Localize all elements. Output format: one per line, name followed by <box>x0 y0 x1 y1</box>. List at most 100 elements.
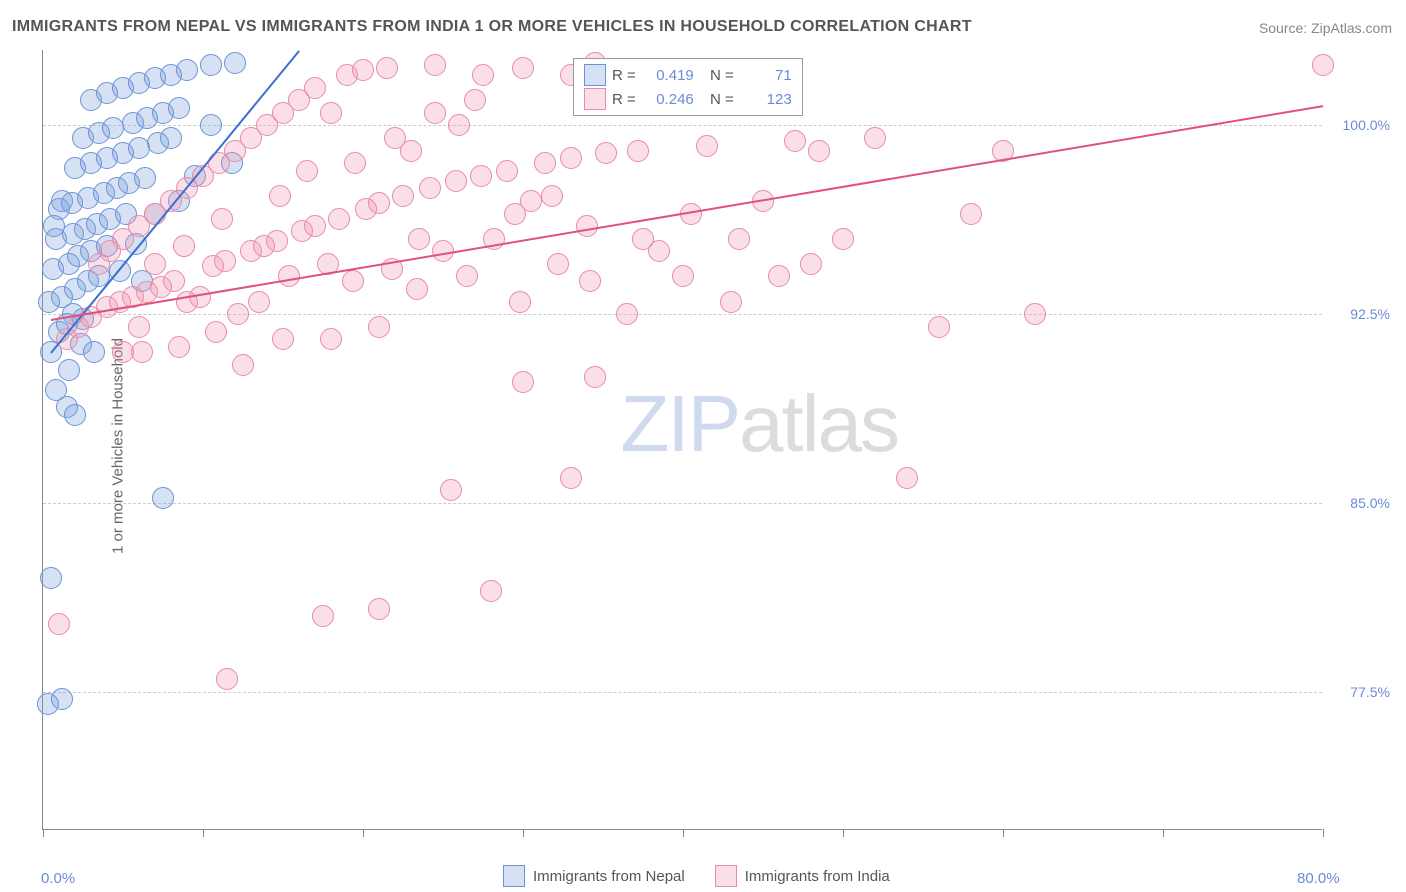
data-point <box>232 354 254 376</box>
data-point <box>440 479 462 501</box>
data-point <box>83 341 105 363</box>
data-point <box>541 185 563 207</box>
data-point <box>419 177 441 199</box>
data-point <box>424 102 446 124</box>
data-point <box>408 228 430 250</box>
data-point <box>134 167 156 189</box>
watermark-part1: ZIP <box>621 379 739 468</box>
xtick-label: 0.0% <box>41 870 75 887</box>
data-point <box>464 89 486 111</box>
data-point <box>328 208 350 230</box>
data-point <box>384 127 406 149</box>
data-point <box>534 152 556 174</box>
data-point <box>272 328 294 350</box>
data-point <box>211 208 233 230</box>
watermark: ZIPatlas <box>621 378 898 470</box>
data-point <box>342 270 364 292</box>
data-point <box>672 265 694 287</box>
data-point <box>512 57 534 79</box>
legend-n-india: 123 <box>740 91 792 108</box>
data-point <box>200 54 222 76</box>
data-point <box>616 303 638 325</box>
data-point <box>99 240 121 262</box>
data-point <box>227 303 249 325</box>
legend-r-label: R = <box>612 67 636 84</box>
data-point <box>864 127 886 149</box>
correlation-legend: R = 0.419 N = 71 R = 0.246 N = 123 <box>573 58 803 116</box>
data-point <box>456 265 478 287</box>
data-point <box>595 142 617 164</box>
legend-swatch-nepal-b <box>503 865 525 887</box>
plot-container: ZIPatlas R = 0.419 N = 71 R = 0.246 N = … <box>42 50 1322 830</box>
data-point <box>128 316 150 338</box>
data-point <box>720 291 742 313</box>
gridline <box>43 503 1322 504</box>
data-point <box>269 185 291 207</box>
data-point <box>45 379 67 401</box>
data-point <box>248 291 270 313</box>
data-point <box>312 605 334 627</box>
legend-n-nepal: 71 <box>740 67 792 84</box>
plot-area: ZIPatlas R = 0.419 N = 71 R = 0.246 N = … <box>42 50 1322 830</box>
data-point <box>406 278 428 300</box>
data-point <box>168 97 190 119</box>
data-point <box>304 215 326 237</box>
data-point <box>424 54 446 76</box>
data-point <box>320 102 342 124</box>
data-point <box>344 152 366 174</box>
data-point <box>278 265 300 287</box>
watermark-part2: atlas <box>739 379 898 468</box>
data-point <box>560 147 582 169</box>
data-point <box>40 567 62 589</box>
gridline <box>43 692 1322 693</box>
data-point <box>43 215 65 237</box>
data-point <box>163 270 185 292</box>
data-point <box>176 59 198 81</box>
data-point <box>512 371 534 393</box>
data-point <box>470 165 492 187</box>
data-point <box>445 170 467 192</box>
legend-swatch-india-b <box>715 865 737 887</box>
data-point <box>728 228 750 250</box>
data-point <box>152 487 174 509</box>
data-point <box>1024 303 1046 325</box>
data-point <box>768 265 790 287</box>
data-point <box>160 127 182 149</box>
data-point <box>496 160 518 182</box>
data-point <box>51 688 73 710</box>
data-point <box>448 114 470 136</box>
data-point <box>64 404 86 426</box>
legend-swatch-india <box>584 88 606 110</box>
data-point <box>584 366 606 388</box>
data-point <box>112 341 134 363</box>
legend-n-label: N = <box>710 67 734 84</box>
legend-r-label: R = <box>612 91 636 108</box>
data-point <box>392 185 414 207</box>
legend-item-nepal: Immigrants from Nepal <box>503 865 685 887</box>
data-point <box>173 235 195 257</box>
legend-label-india: Immigrants from India <box>745 868 890 885</box>
legend-row-nepal: R = 0.419 N = 71 <box>584 63 792 87</box>
data-point <box>368 598 390 620</box>
data-point <box>808 140 830 162</box>
source-label: Source: <box>1259 20 1307 36</box>
data-point <box>48 613 70 635</box>
data-point <box>627 140 649 162</box>
series-legend: Immigrants from Nepal Immigrants from In… <box>503 865 890 887</box>
data-point <box>832 228 854 250</box>
legend-n-label: N = <box>710 91 734 108</box>
ytick-label: 100.0% <box>1343 117 1390 133</box>
data-point <box>632 228 654 250</box>
data-point <box>1312 54 1334 76</box>
xtick-label: 80.0% <box>1297 870 1340 887</box>
data-point <box>896 467 918 489</box>
data-point <box>352 59 374 81</box>
data-point <box>205 321 227 343</box>
data-point <box>504 203 526 225</box>
legend-r-india: 0.246 <box>642 91 694 108</box>
data-point <box>168 336 190 358</box>
ytick-label: 92.5% <box>1350 306 1390 322</box>
data-point <box>200 114 222 136</box>
data-point <box>800 253 822 275</box>
ytick-label: 77.5% <box>1350 684 1390 700</box>
